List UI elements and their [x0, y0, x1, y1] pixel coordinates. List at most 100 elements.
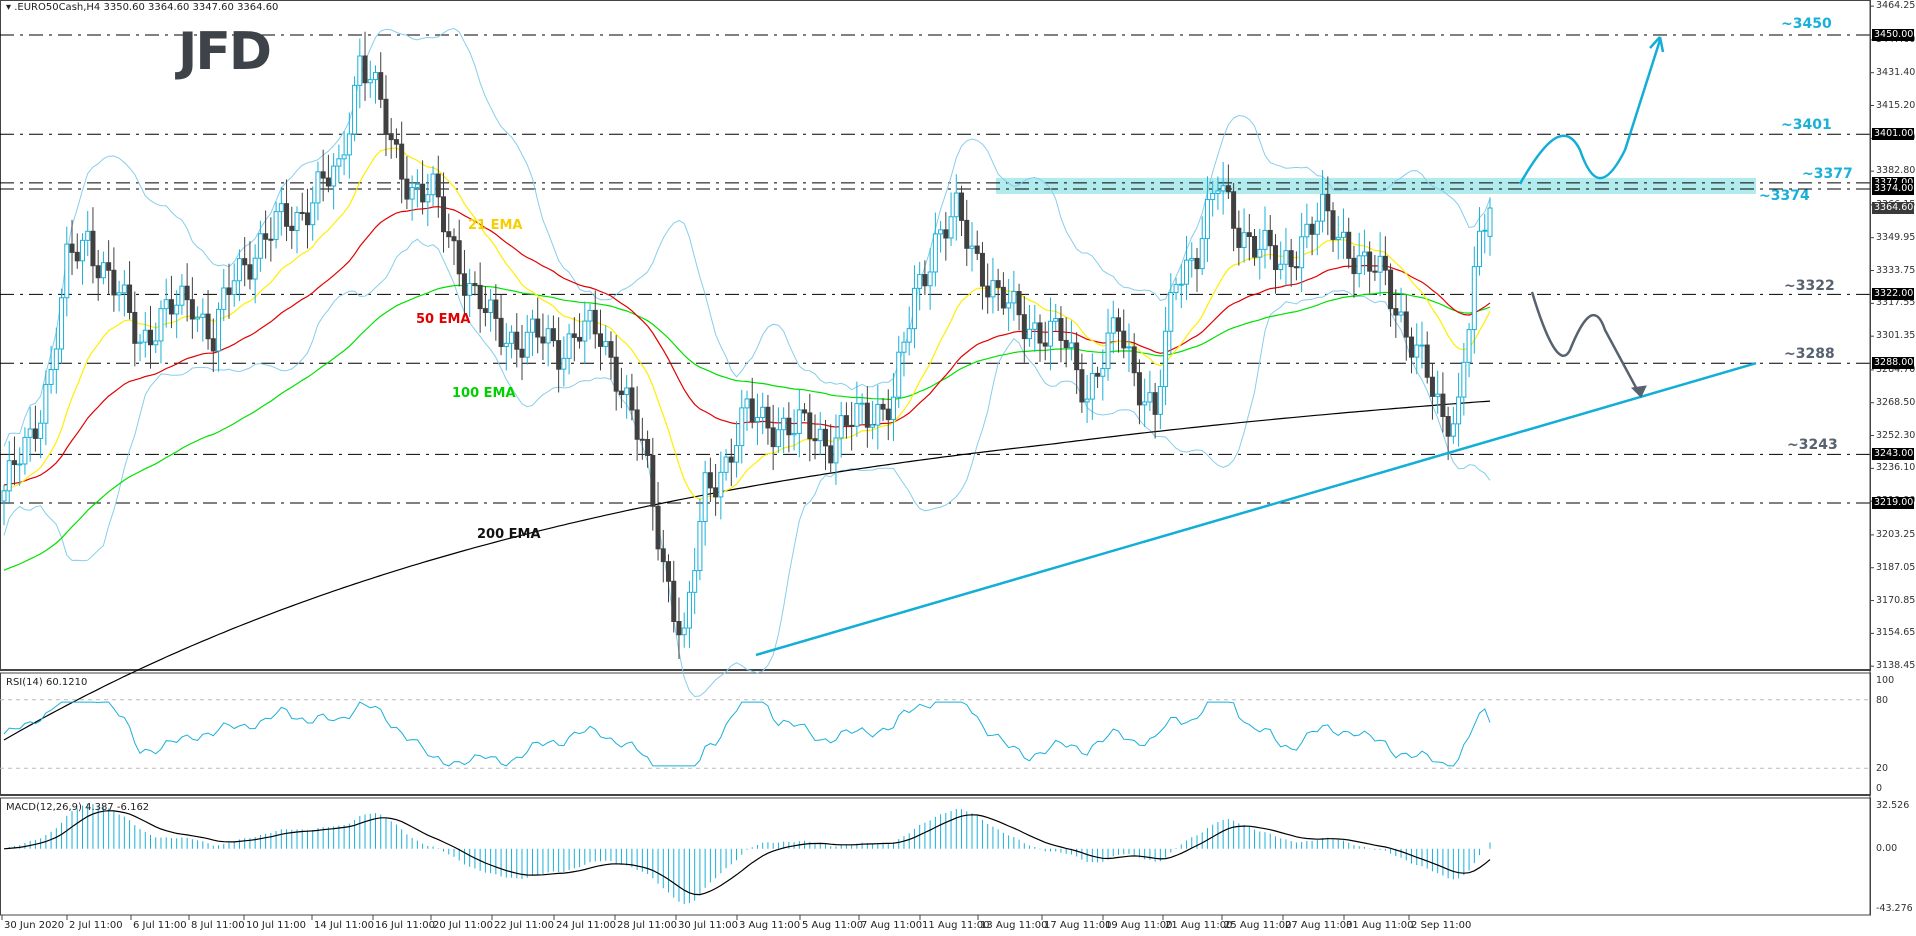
candle-body: [352, 84, 358, 135]
candle-body: [592, 309, 598, 335]
candle-body: [1283, 250, 1289, 265]
candle-body: [1063, 339, 1069, 348]
candle-body: [765, 406, 771, 429]
price-tick: 3431.40: [1876, 66, 1916, 78]
rsi-label: RSI(14) 60.1210: [6, 677, 88, 688]
candle-body: [1272, 245, 1278, 271]
candle-body: [812, 438, 818, 442]
level-label-3322: ~3322: [1784, 278, 1835, 294]
candle-body: [1105, 332, 1111, 370]
candle-body: [69, 243, 75, 253]
candle-body: [1178, 283, 1184, 286]
collapse-triangle-icon[interactable]: ▾: [6, 2, 12, 13]
candle-body: [990, 280, 996, 298]
time-tick: 19 Aug 11:00: [1105, 920, 1173, 931]
time-tick: 22 Jul 11:00: [494, 920, 554, 931]
candle-body: [1147, 392, 1153, 403]
candle-body: [435, 173, 441, 198]
candle-body: [242, 258, 248, 266]
candle-body: [529, 318, 535, 333]
candle-body: [1184, 259, 1190, 285]
candle-body: [357, 55, 363, 86]
rsi-tick: 0: [1876, 783, 1883, 794]
candle-body: [964, 219, 970, 249]
candle-body: [802, 409, 808, 414]
candle-body: [341, 154, 347, 160]
price-tag-3401.00: 3401.00: [1872, 128, 1914, 141]
candle-body: [1095, 372, 1101, 377]
candle-body: [807, 412, 813, 440]
candle-body: [503, 342, 509, 347]
candle-body: [953, 192, 959, 218]
candle-body: [666, 561, 672, 582]
candle-body: [566, 333, 572, 359]
rsi-tick: 80: [1876, 694, 1889, 706]
candle-body: [399, 143, 405, 180]
candle-body: [1220, 185, 1226, 192]
price-tag-3243.00: 3243.00: [1872, 448, 1914, 461]
candle-body: [1398, 311, 1404, 316]
candle-body: [148, 329, 154, 346]
candle-body: [1419, 344, 1425, 347]
time-tick: 5 Aug 11:00: [802, 920, 864, 931]
candle-body: [718, 471, 724, 498]
candle-body: [995, 280, 1001, 288]
price-tick: 3268.50: [1876, 396, 1916, 408]
candle-body: [1032, 322, 1038, 330]
candle-body: [744, 398, 750, 409]
candle-body: [1309, 223, 1315, 235]
candle-body: [257, 233, 263, 259]
price-tick: 3317.55: [1876, 297, 1916, 309]
candle-body: [1110, 317, 1116, 334]
candle-body: [781, 417, 787, 431]
candle-body: [200, 313, 206, 318]
candle-body: [734, 445, 740, 463]
candle-body: [95, 265, 101, 279]
candle-body: [362, 55, 368, 84]
candle-body: [697, 520, 703, 572]
candle-body: [247, 264, 253, 280]
candle-body: [728, 456, 734, 463]
candle-body: [828, 445, 834, 464]
candle-body: [1409, 336, 1415, 358]
candle-body: [1320, 193, 1326, 222]
candle-body: [137, 341, 143, 344]
candle-body: [1461, 361, 1467, 398]
macd-signal-line: [3, 810, 1491, 896]
candle-body: [629, 387, 635, 411]
candle-body: [754, 417, 760, 422]
price-tick: 3333.75: [1876, 264, 1916, 276]
candle-body: [273, 211, 279, 240]
candle-body: [1330, 210, 1336, 240]
candle-body: [979, 252, 985, 287]
candle-body: [1403, 311, 1409, 338]
price-tick: 3464.25: [1876, 0, 1916, 12]
time-tick: 14 Jul 11:00: [314, 920, 374, 931]
candle-body: [461, 273, 467, 296]
rsi-tick: 100: [1876, 675, 1895, 686]
candle-body: [451, 236, 457, 242]
candle-body: [969, 245, 975, 249]
candle-body: [1126, 346, 1132, 349]
candle-body: [692, 570, 698, 593]
candle-body: [686, 591, 692, 629]
candle-body: [472, 283, 478, 286]
candle-body: [38, 422, 44, 439]
candle-body: [891, 396, 897, 421]
candle-body: [634, 409, 640, 440]
time-tick: 13 Aug 11:00: [980, 920, 1048, 931]
candle-body: [226, 287, 232, 296]
candle-body: [796, 409, 802, 434]
candle-body: [561, 357, 567, 370]
ema21-label: 21 EMA: [468, 218, 523, 233]
candle-body: [1340, 231, 1346, 238]
candle-body: [163, 299, 169, 310]
candle-body: [1377, 255, 1383, 273]
candle-body: [1346, 231, 1352, 259]
candle-body: [32, 428, 38, 439]
candle-body: [1000, 286, 1006, 309]
candle-body: [111, 269, 117, 296]
candle-body: [624, 387, 630, 396]
candle-body: [849, 424, 855, 427]
